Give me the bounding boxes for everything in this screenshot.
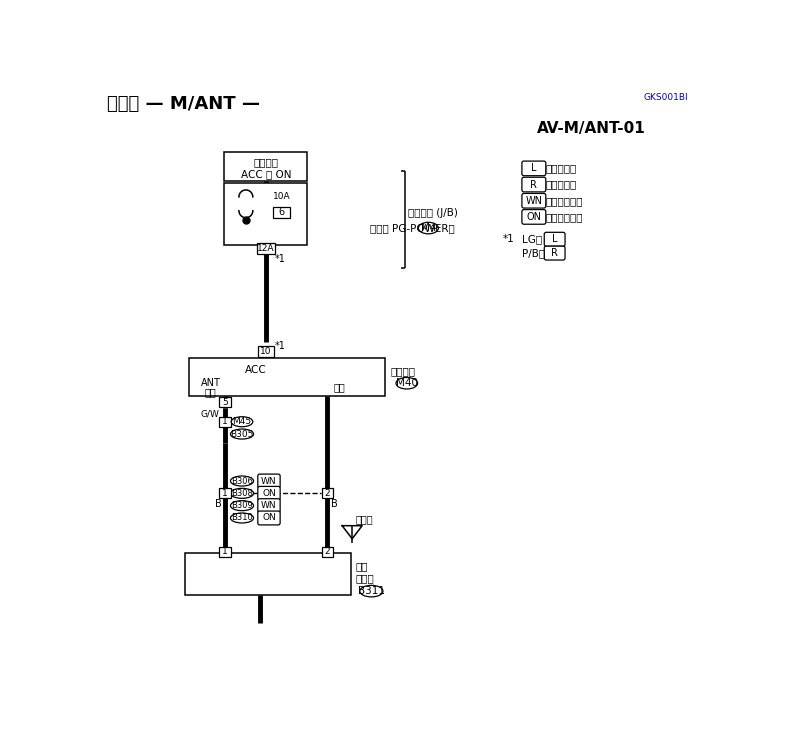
Ellipse shape xyxy=(360,585,383,597)
Text: ON: ON xyxy=(262,514,276,523)
Text: B309: B309 xyxy=(231,501,253,510)
Bar xyxy=(273,207,290,218)
Text: GKS001BI: GKS001BI xyxy=(644,93,689,102)
FancyBboxPatch shape xyxy=(258,511,280,525)
FancyBboxPatch shape xyxy=(522,194,546,208)
Bar xyxy=(257,243,275,254)
Text: ：有导航系统: ：有导航系统 xyxy=(545,196,583,206)
Text: B311: B311 xyxy=(358,586,385,596)
FancyBboxPatch shape xyxy=(258,474,280,488)
Text: 电路图 — M/ANT —: 电路图 — M/ANT — xyxy=(106,95,260,113)
Text: ON: ON xyxy=(262,489,276,498)
FancyBboxPatch shape xyxy=(258,499,280,512)
Text: 音响单元: 音响单元 xyxy=(390,366,416,376)
FancyBboxPatch shape xyxy=(522,177,546,192)
Text: 天线: 天线 xyxy=(356,562,368,571)
Text: ：右驾车型: ：右驾车型 xyxy=(545,180,577,190)
Text: WN: WN xyxy=(261,476,277,486)
Text: 2: 2 xyxy=(325,489,331,498)
Text: WN: WN xyxy=(261,501,277,510)
Bar xyxy=(220,547,231,557)
Bar xyxy=(185,553,350,595)
FancyBboxPatch shape xyxy=(258,486,280,500)
Text: L: L xyxy=(531,163,537,174)
Text: B: B xyxy=(215,499,221,509)
Text: 1: 1 xyxy=(222,417,228,426)
Text: L: L xyxy=(552,234,557,244)
Ellipse shape xyxy=(396,378,418,389)
Bar xyxy=(220,417,231,427)
FancyBboxPatch shape xyxy=(545,246,565,260)
Text: 放大器: 放大器 xyxy=(356,573,375,583)
Text: R: R xyxy=(530,180,538,190)
Text: ON: ON xyxy=(527,212,541,222)
Text: P/B：: P/B： xyxy=(523,248,545,258)
Text: ANT: ANT xyxy=(201,378,220,388)
Ellipse shape xyxy=(231,488,253,498)
Text: R: R xyxy=(551,248,558,258)
Text: B: B xyxy=(331,499,338,509)
Bar xyxy=(224,183,308,244)
Bar xyxy=(220,488,231,498)
Text: G/W: G/W xyxy=(200,409,219,419)
Text: M40: M40 xyxy=(396,378,418,388)
Text: B305: B305 xyxy=(231,430,253,439)
Text: *1: *1 xyxy=(275,254,286,264)
Bar xyxy=(224,152,308,182)
Text: 请参阅 PG-POWER。: 请参阅 PG-POWER。 xyxy=(370,224,455,233)
Ellipse shape xyxy=(231,429,253,439)
Text: 点火开关: 点火开关 xyxy=(253,158,279,167)
Text: *1: *1 xyxy=(503,234,515,244)
Bar xyxy=(258,346,274,357)
Text: 天线: 天线 xyxy=(333,382,345,392)
Ellipse shape xyxy=(231,513,253,523)
Text: ：左驾车型: ：左驾车型 xyxy=(545,163,577,174)
Text: AV-M/ANT-01: AV-M/ANT-01 xyxy=(538,121,646,136)
Text: 保险丝盒 (J/B): 保险丝盒 (J/B) xyxy=(408,208,458,218)
Text: 信号: 信号 xyxy=(205,387,216,397)
Text: 10A: 10A xyxy=(272,192,290,202)
Text: B310: B310 xyxy=(231,514,253,523)
Ellipse shape xyxy=(231,476,253,486)
Text: WN: WN xyxy=(526,196,542,206)
Text: 杆天线: 杆天线 xyxy=(356,514,374,525)
Text: M45: M45 xyxy=(232,417,252,426)
Text: B306: B306 xyxy=(231,476,253,486)
FancyBboxPatch shape xyxy=(522,161,546,176)
Bar xyxy=(219,397,231,408)
Text: 12A: 12A xyxy=(257,244,275,253)
Text: 10: 10 xyxy=(260,347,272,356)
Text: M4: M4 xyxy=(420,223,436,233)
Text: 2: 2 xyxy=(325,548,331,556)
Text: *1: *1 xyxy=(275,341,286,350)
Text: ACC 或 ON: ACC 或 ON xyxy=(241,169,291,179)
Text: 1: 1 xyxy=(222,489,228,498)
Ellipse shape xyxy=(419,222,438,234)
Text: 6: 6 xyxy=(279,208,284,217)
Ellipse shape xyxy=(231,500,253,511)
Text: LG：: LG： xyxy=(523,234,542,244)
FancyBboxPatch shape xyxy=(545,233,565,246)
Text: 5: 5 xyxy=(222,398,228,407)
Text: ：无导航系统: ：无导航系统 xyxy=(545,212,583,222)
Bar xyxy=(189,358,386,396)
Bar xyxy=(322,488,333,498)
Bar xyxy=(322,547,333,557)
Text: 1: 1 xyxy=(222,548,228,556)
Text: B308: B308 xyxy=(231,489,253,498)
Text: ACC: ACC xyxy=(246,365,267,375)
FancyBboxPatch shape xyxy=(522,210,546,224)
Ellipse shape xyxy=(231,417,253,427)
